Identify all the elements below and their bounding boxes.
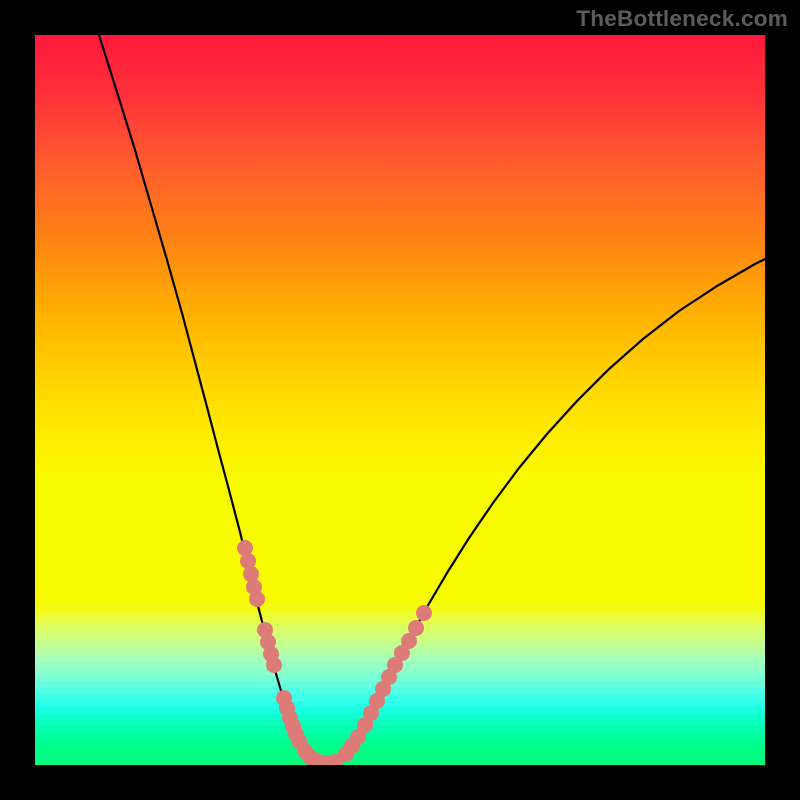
watermark-text: TheBottleneck.com <box>576 6 788 32</box>
marker-dot <box>416 605 432 621</box>
marker-dot <box>249 591 265 607</box>
figure-frame: TheBottleneck.com <box>0 0 800 800</box>
plot-area <box>35 35 765 765</box>
curve-markers <box>237 540 432 765</box>
marker-dot <box>266 657 282 673</box>
marker-dot <box>408 620 424 636</box>
chart-svg <box>35 35 765 765</box>
bottleneck-curve <box>99 35 765 763</box>
